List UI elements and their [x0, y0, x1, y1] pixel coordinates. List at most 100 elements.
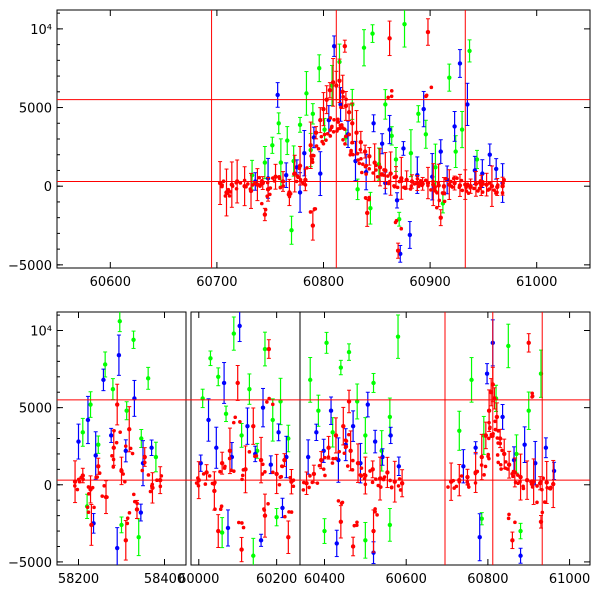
data-point [382, 168, 386, 172]
data-point [326, 455, 331, 459]
data-point [365, 402, 371, 407]
plot-frame-segment-2 [190, 311, 301, 566]
data-point [116, 352, 122, 358]
x-tick-label: 60000 [178, 572, 219, 587]
data-point [502, 178, 506, 182]
data-point [194, 481, 199, 485]
data-point [216, 374, 221, 379]
data-point [364, 172, 368, 176]
data-point [90, 485, 95, 490]
data-point [473, 481, 478, 485]
data-point [270, 402, 275, 407]
data-point [408, 187, 413, 191]
data-point [139, 436, 144, 441]
data-point [146, 473, 151, 477]
data-point [228, 190, 233, 194]
data-point [350, 468, 355, 472]
data-point [328, 408, 334, 413]
data-point [345, 464, 350, 468]
data-point [308, 474, 312, 478]
data-point [487, 181, 492, 185]
data-point [446, 485, 450, 489]
data-point [332, 117, 336, 122]
data-point [493, 427, 498, 432]
data-point [317, 463, 322, 468]
data-point [344, 439, 349, 443]
data-point [476, 189, 480, 193]
data-point [518, 479, 522, 484]
data-point [522, 442, 527, 447]
data-point [484, 371, 490, 376]
data-point [388, 171, 393, 176]
data-point [379, 141, 385, 146]
data-point [407, 232, 413, 238]
data-point [518, 474, 523, 480]
data-point [114, 440, 119, 445]
data-point [206, 417, 211, 423]
data-point [213, 480, 217, 485]
data-point [223, 411, 229, 417]
data-point [310, 160, 315, 165]
data-point [421, 106, 426, 112]
data-point [387, 36, 392, 41]
data-point [486, 408, 492, 413]
data-point [317, 66, 322, 71]
data-point [543, 445, 549, 450]
data-point [495, 436, 500, 440]
data-point [371, 528, 376, 534]
data-point [125, 521, 130, 526]
data-point [310, 111, 316, 117]
data-point [258, 538, 264, 543]
data-point [394, 218, 399, 223]
data-point [433, 165, 438, 170]
data-point [365, 210, 370, 216]
data-point [282, 457, 287, 463]
data-point [468, 186, 472, 190]
data-point [100, 494, 105, 498]
data-point [363, 196, 368, 200]
data-point [136, 535, 141, 540]
data-point [387, 522, 393, 528]
data-point [347, 432, 351, 437]
data-point [216, 528, 221, 534]
data-point [500, 414, 505, 420]
data-point [487, 152, 492, 157]
data-point [268, 186, 273, 190]
y-tick-label: 5000 [19, 402, 52, 417]
data-point [260, 178, 264, 183]
data-point [387, 127, 392, 132]
data-point [310, 157, 315, 162]
data-point [496, 460, 501, 465]
data-point [279, 474, 284, 479]
data-point [374, 168, 378, 172]
data-point [274, 471, 279, 477]
data-point [85, 417, 91, 423]
data-point [326, 445, 331, 450]
data-point [530, 395, 534, 399]
y-tick-label: −5000 [8, 556, 52, 571]
data-point [118, 430, 122, 434]
data-point [316, 146, 321, 151]
data-point [95, 475, 100, 479]
data-point [268, 192, 272, 197]
data-point [250, 183, 255, 187]
panel-upper: −5000 0 5000 10⁴ 60600 60700 60800 60900 61000 [8, 9, 591, 290]
data-point [453, 149, 458, 154]
data-point [271, 470, 275, 475]
data-point [281, 184, 286, 188]
data-point [153, 454, 159, 460]
data-point [127, 511, 132, 515]
data-point [275, 92, 280, 98]
data-point [278, 185, 283, 190]
data-point [457, 61, 463, 66]
data-point [412, 182, 417, 186]
data-point [389, 133, 394, 139]
data-point [214, 445, 219, 450]
data-point [292, 172, 296, 176]
data-point [321, 448, 326, 454]
data-point [286, 535, 291, 540]
data-point [499, 467, 503, 471]
data-point [495, 183, 500, 187]
data-point [219, 460, 225, 466]
